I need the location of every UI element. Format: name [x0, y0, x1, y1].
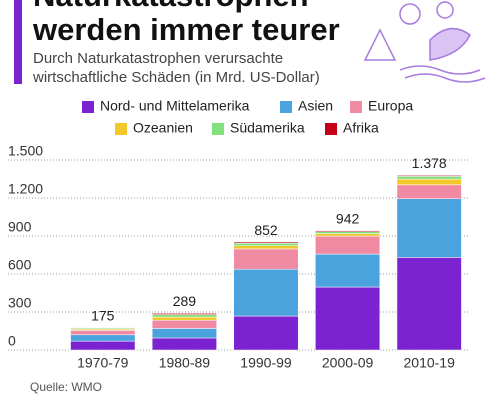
- bar-segment: [396, 175, 462, 177]
- legend-swatch: [350, 101, 362, 113]
- y-tick-label: 1.200: [8, 181, 43, 197]
- bar-segment: [233, 245, 299, 250]
- bar-segment: [315, 231, 381, 234]
- icon: [363, 1, 486, 83]
- bar-segment: [396, 257, 462, 351]
- bar-segment: [70, 334, 136, 342]
- legend-label: Südamerika: [230, 120, 305, 136]
- legend-label: Europa: [368, 98, 413, 114]
- total-label: 175: [91, 308, 115, 324]
- bar-segment: [396, 184, 462, 200]
- y-tick-label: 1.500: [8, 143, 43, 159]
- legend-swatch: [325, 123, 337, 135]
- bar-segment: [315, 235, 381, 255]
- x-tick-label: 1980-89: [159, 355, 211, 371]
- chart-title: werden immer teurer: [32, 12, 340, 47]
- bar-segment: [233, 241, 299, 244]
- legend-swatch: [280, 101, 292, 113]
- y-tick-label: 600: [8, 257, 32, 273]
- y-tick-label: 900: [8, 219, 32, 235]
- legend-swatch: [115, 123, 127, 135]
- subtitle: Durch Naturkatastrophen verursachte: [33, 50, 283, 67]
- bar-segment: [396, 176, 462, 180]
- bar-segment: [315, 253, 381, 288]
- legend-swatch: [212, 123, 224, 135]
- legend-swatch: [82, 101, 94, 113]
- bar-segment: [315, 233, 381, 237]
- legend-label: Asien: [298, 98, 333, 114]
- bar-segment: [396, 198, 462, 258]
- chart-title: Naturkatastrophen: [33, 0, 309, 13]
- x-tick-label: 2000-09: [322, 355, 374, 371]
- legend-label: Nord- und Mittelamerika: [100, 98, 250, 114]
- bar-segment: [396, 178, 462, 186]
- x-tick-label: 1990-99: [240, 355, 292, 371]
- bar-segment: [151, 316, 217, 321]
- bar-segment: [151, 319, 217, 329]
- bar-segment: [151, 314, 217, 318]
- bar-segment: [233, 248, 299, 270]
- total-label: 942: [336, 210, 360, 226]
- source: Quelle: WMO: [30, 380, 102, 394]
- bar-segment: [151, 313, 217, 315]
- total-label: 852: [254, 222, 278, 238]
- bar-segment: [233, 315, 299, 351]
- y-tick-label: 0: [8, 333, 16, 349]
- bar-segment: [233, 242, 299, 247]
- bar-segment: [151, 328, 217, 339]
- bar-segment: [233, 268, 299, 317]
- bar-segment: [151, 337, 217, 351]
- total-label: 1.378: [412, 155, 447, 171]
- x-tick-label: 1970-79: [77, 355, 129, 371]
- accent-bar: [14, 0, 22, 84]
- x-tick-label: 2010-19: [404, 355, 456, 371]
- bar-segment: [315, 286, 381, 351]
- y-tick-label: 300: [8, 295, 32, 311]
- bar-segment: [315, 230, 381, 232]
- legend-label: Ozeanien: [133, 120, 193, 136]
- total-label: 289: [173, 293, 197, 309]
- legend-label: Afrika: [343, 120, 379, 136]
- bar-segment: [70, 340, 136, 351]
- subtitle: wirtschaftliche Schäden (in Mrd. US-Doll…: [32, 69, 320, 86]
- bar-segment: [70, 330, 136, 336]
